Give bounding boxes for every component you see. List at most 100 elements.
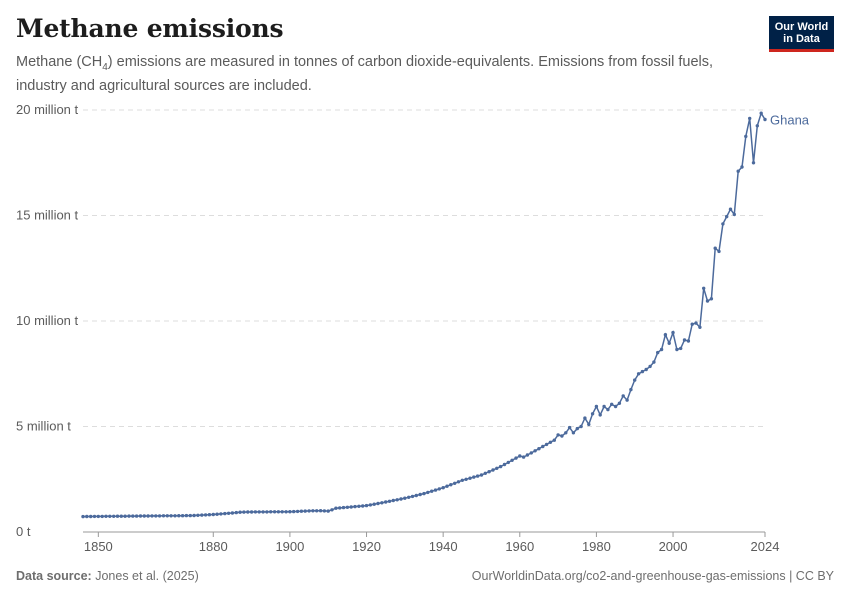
data-point <box>663 333 668 337</box>
data-point <box>598 413 602 417</box>
data-point <box>368 503 373 507</box>
series-line-ghana <box>82 111 766 518</box>
data-point <box>150 514 154 518</box>
data-point <box>410 494 415 499</box>
data-point <box>464 477 468 481</box>
data-point <box>253 510 258 514</box>
data-point <box>629 387 633 392</box>
data-point <box>200 513 204 517</box>
data-point <box>679 346 683 351</box>
data-point <box>395 498 399 502</box>
data-point <box>142 514 146 518</box>
data-point <box>311 509 315 513</box>
data-point <box>391 498 395 503</box>
source-url[interactable]: OurWorldinData.org/co2-and-greenhouse-ga… <box>471 569 834 583</box>
data-point <box>384 500 388 504</box>
data-point <box>284 510 288 514</box>
data-point <box>81 514 85 519</box>
data-point <box>246 510 250 514</box>
data-point <box>127 514 131 518</box>
data-point <box>249 510 254 514</box>
data-point <box>686 339 691 343</box>
data-point <box>134 514 139 518</box>
data-point <box>498 464 503 469</box>
data-point <box>269 510 273 514</box>
data-point <box>671 330 675 335</box>
y-tick-label: 5 million t <box>16 419 71 434</box>
data-point <box>322 509 327 513</box>
data-point <box>295 509 300 514</box>
x-tick-label: 1880 <box>199 539 228 554</box>
data-point <box>100 514 104 519</box>
data-point <box>188 513 192 518</box>
data-point <box>315 509 319 513</box>
data-point <box>717 249 721 254</box>
data-point <box>755 124 759 128</box>
data-point <box>744 134 748 139</box>
x-tick-label: 1940 <box>429 539 458 554</box>
subtitle-subscript: 4 <box>102 61 108 73</box>
data-point <box>736 169 740 173</box>
data-point <box>606 407 610 412</box>
data-point <box>108 514 112 518</box>
data-point <box>112 514 116 518</box>
data-point <box>590 412 595 416</box>
chart-title: Methane emissions <box>16 14 284 43</box>
data-point <box>361 504 365 508</box>
data-point <box>372 502 376 506</box>
data-point <box>483 471 487 475</box>
data-point <box>713 246 717 250</box>
data-point <box>433 488 438 492</box>
x-tick-label: 1980 <box>582 539 611 554</box>
data-point <box>690 322 694 326</box>
data-point <box>460 478 464 482</box>
subtitle-part-1: Methane (CH <box>16 54 103 70</box>
data-point <box>552 438 556 442</box>
x-tick-label: 1920 <box>352 539 381 554</box>
x-tick-label: 1850 <box>84 539 113 554</box>
data-point <box>257 510 261 514</box>
data-point <box>161 514 166 518</box>
data-point <box>456 480 461 484</box>
data-point <box>621 394 625 398</box>
data-point <box>502 462 507 467</box>
data-point <box>115 514 120 518</box>
data-point <box>694 321 698 325</box>
data-point <box>242 510 246 514</box>
y-tick-label: 0 t <box>16 524 31 539</box>
data-point <box>633 378 637 382</box>
data-point <box>380 501 384 505</box>
data-point <box>338 506 342 510</box>
data-point <box>276 510 281 514</box>
data-point <box>682 338 687 342</box>
data-point <box>529 451 533 455</box>
data-point <box>514 456 518 460</box>
data-point <box>138 514 143 518</box>
data-point <box>334 506 338 510</box>
data-point <box>345 505 350 509</box>
x-tick-label: 1960 <box>505 539 534 554</box>
data-point <box>472 475 476 479</box>
data-point <box>192 513 196 518</box>
data-point <box>594 404 599 409</box>
data-point <box>667 341 671 345</box>
data-point <box>357 504 361 508</box>
data-point <box>556 433 560 437</box>
data-point <box>751 161 756 165</box>
data-point <box>571 431 576 435</box>
data-point <box>705 299 710 303</box>
data-point <box>261 510 265 514</box>
data-source-label: Data source: <box>16 569 92 583</box>
data-point <box>583 416 587 420</box>
data-point <box>659 347 664 352</box>
data-point <box>721 222 725 226</box>
data-point <box>223 511 227 516</box>
data-point <box>96 514 101 519</box>
data-source-value[interactable]: Jones et al. (2025) <box>95 569 199 583</box>
data-point <box>341 505 346 510</box>
owid-logo[interactable]: Our World in Data <box>769 16 834 52</box>
data-source: Data source: Jones et al. (2025) <box>16 569 199 583</box>
data-point <box>414 493 418 498</box>
data-point <box>587 422 591 427</box>
